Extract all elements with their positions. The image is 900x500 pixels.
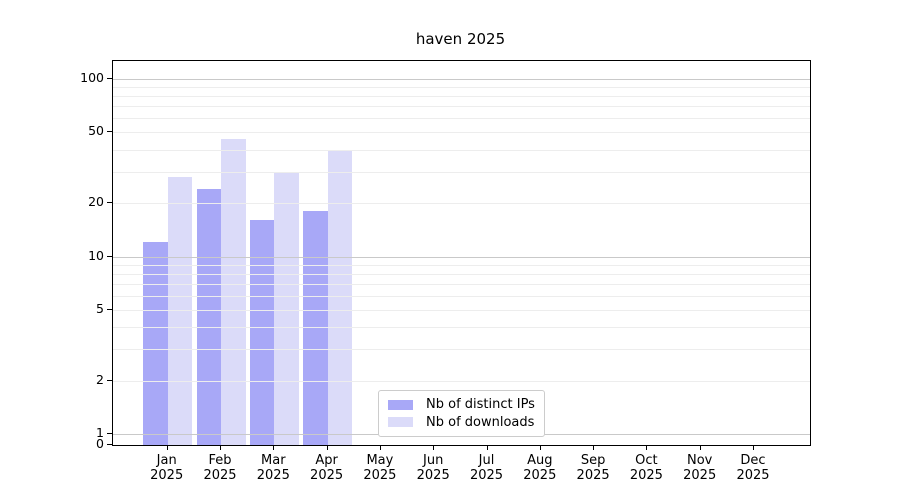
x-tick-label-aug: Aug 2025 <box>523 453 557 483</box>
x-tick-label-oct: Oct 2025 <box>629 453 663 483</box>
y-tick-0 <box>107 444 112 445</box>
y-tick-label-100: 100 <box>80 70 104 85</box>
y-tick-label-5: 5 <box>96 300 104 316</box>
x-tick-mar <box>273 445 275 450</box>
x-tick-label-sep: Sep 2025 <box>576 453 610 483</box>
bar-downloads-jan <box>167 177 193 445</box>
y-tick-2 <box>107 379 112 381</box>
legend-swatch-downloads-icon <box>388 417 413 428</box>
x-tick-label-jun: Jun 2025 <box>416 453 450 483</box>
x-tick-label-mar: Mar 2025 <box>256 453 290 483</box>
x-tick-label-apr: Apr 2025 <box>310 453 344 483</box>
x-tick-oct <box>646 445 648 450</box>
y-tick-1 <box>107 433 112 434</box>
chart-title: haven 2025 <box>415 30 506 48</box>
plot-area <box>112 60 811 446</box>
y-tick-100 <box>107 78 112 79</box>
x-tick-dec <box>753 445 754 450</box>
x-tick-may <box>379 445 381 450</box>
y-tick-label-2: 2 <box>96 371 104 387</box>
y-tick-label-20: 20 <box>88 194 104 210</box>
x-tick-label-feb: Feb 2025 <box>203 453 237 483</box>
x-tick-label-nov: Nov 2025 <box>683 453 717 483</box>
x-tick-jan <box>166 445 168 450</box>
legend-row-downloads: Nb of downloads <box>388 415 535 430</box>
bar-distinct-ips-feb <box>196 189 221 445</box>
x-tick-nov <box>699 445 701 450</box>
x-tick-label-dec: Dec 2025 <box>736 453 770 483</box>
bar-distinct-ips-mar <box>249 220 275 445</box>
y-tick-5 <box>107 308 112 310</box>
bar-downloads-apr <box>327 149 353 445</box>
x-tick-feb <box>220 445 221 450</box>
y-tick-label-10: 10 <box>88 247 104 263</box>
legend-row-distinct-ips: Nb of distinct IPs <box>388 397 535 412</box>
bars-layer <box>113 61 810 445</box>
bar-distinct-ips-apr <box>303 211 328 445</box>
x-tick-label-jan: Jan 2025 <box>150 453 184 483</box>
x-tick-jun <box>433 445 435 450</box>
legend: Nb of distinct IPs Nb of downloads <box>378 390 545 437</box>
x-tick-label-may: May 2025 <box>363 453 397 483</box>
x-tick-jul <box>486 445 488 450</box>
bar-distinct-ips-jan <box>143 242 168 445</box>
x-tick-sep <box>593 445 595 450</box>
y-tick-10 <box>107 255 112 257</box>
x-tick-apr <box>326 445 328 450</box>
legend-label-distinct-ips: Nb of distinct IPs <box>426 397 535 413</box>
legend-label-downloads: Nb of downloads <box>426 414 535 430</box>
bar-downloads-mar <box>274 171 299 445</box>
bar-downloads-feb <box>221 138 246 445</box>
y-tick-label-0: 0 <box>96 436 104 451</box>
y-tick-20 <box>107 202 112 204</box>
x-tick-label-jul: Jul 2025 <box>469 453 504 483</box>
y-tick-label-50: 50 <box>88 123 104 139</box>
y-tick-label-1: 1 <box>96 425 104 440</box>
x-tick-aug <box>539 445 541 450</box>
legend-swatch-distinct-ips-icon <box>388 399 413 410</box>
y-tick-50 <box>107 131 112 133</box>
